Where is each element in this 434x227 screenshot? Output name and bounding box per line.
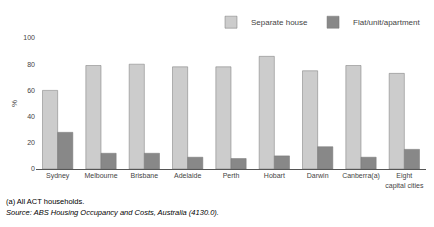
svg-text:Melbourne: Melbourne bbox=[84, 172, 117, 179]
svg-text:Perth: Perth bbox=[223, 172, 240, 179]
svg-text:Separate house: Separate house bbox=[251, 18, 308, 27]
svg-text:Canberra(a): Canberra(a) bbox=[342, 172, 380, 180]
svg-text:Adelaide: Adelaide bbox=[174, 172, 201, 179]
svg-text:20: 20 bbox=[27, 139, 35, 146]
svg-text:Source: ABS Housing Occupancy: Source: ABS Housing Occupancy and Costs,… bbox=[6, 208, 219, 217]
svg-text:40: 40 bbox=[27, 113, 35, 120]
svg-text:Brisbane: Brisbane bbox=[131, 172, 159, 179]
svg-text:Hobart: Hobart bbox=[264, 172, 285, 179]
svg-text:Eightcapital cities: Eightcapital cities bbox=[385, 172, 424, 189]
svg-text:80: 80 bbox=[27, 61, 35, 68]
svg-text:100: 100 bbox=[23, 34, 35, 41]
svg-text:60: 60 bbox=[27, 87, 35, 94]
svg-text:Sydney: Sydney bbox=[46, 172, 70, 180]
svg-text:Darwin: Darwin bbox=[307, 172, 329, 179]
svg-text:0: 0 bbox=[31, 165, 35, 172]
svg-text:%: % bbox=[10, 100, 19, 107]
svg-text:(a) All ACT households.: (a) All ACT households. bbox=[6, 197, 84, 206]
svg-text:Flat/unit/apartment: Flat/unit/apartment bbox=[353, 18, 420, 27]
